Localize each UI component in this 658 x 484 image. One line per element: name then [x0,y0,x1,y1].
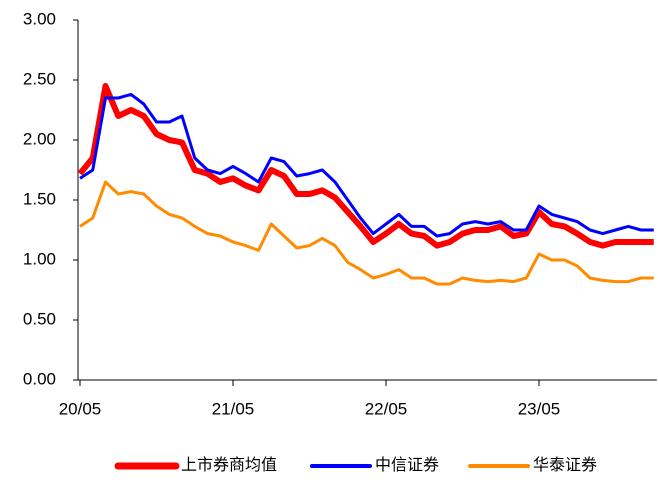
y-tick-label: 0.00 [23,369,56,388]
y-tick-label: 0.50 [23,309,56,328]
x-tick-label: 23/05 [518,399,561,418]
y-tick-label: 1.50 [23,189,56,208]
x-tick-label: 21/05 [212,399,255,418]
series-line [79,92,654,238]
y-tick-label: 2.00 [23,129,56,148]
series-line [79,180,654,286]
x-tick-label: 20/05 [59,399,102,418]
legend-label: 华泰证券 [533,456,597,474]
legend-label: 中信证券 [375,456,439,474]
y-tick-label: 2.50 [23,69,56,88]
y-tick-label: 1.00 [23,249,56,268]
y-tick-label: 3.00 [23,9,56,28]
x-tick-label: 22/05 [365,399,408,418]
legend-label: 上市券商均值 [181,456,277,474]
series-line [77,83,654,249]
